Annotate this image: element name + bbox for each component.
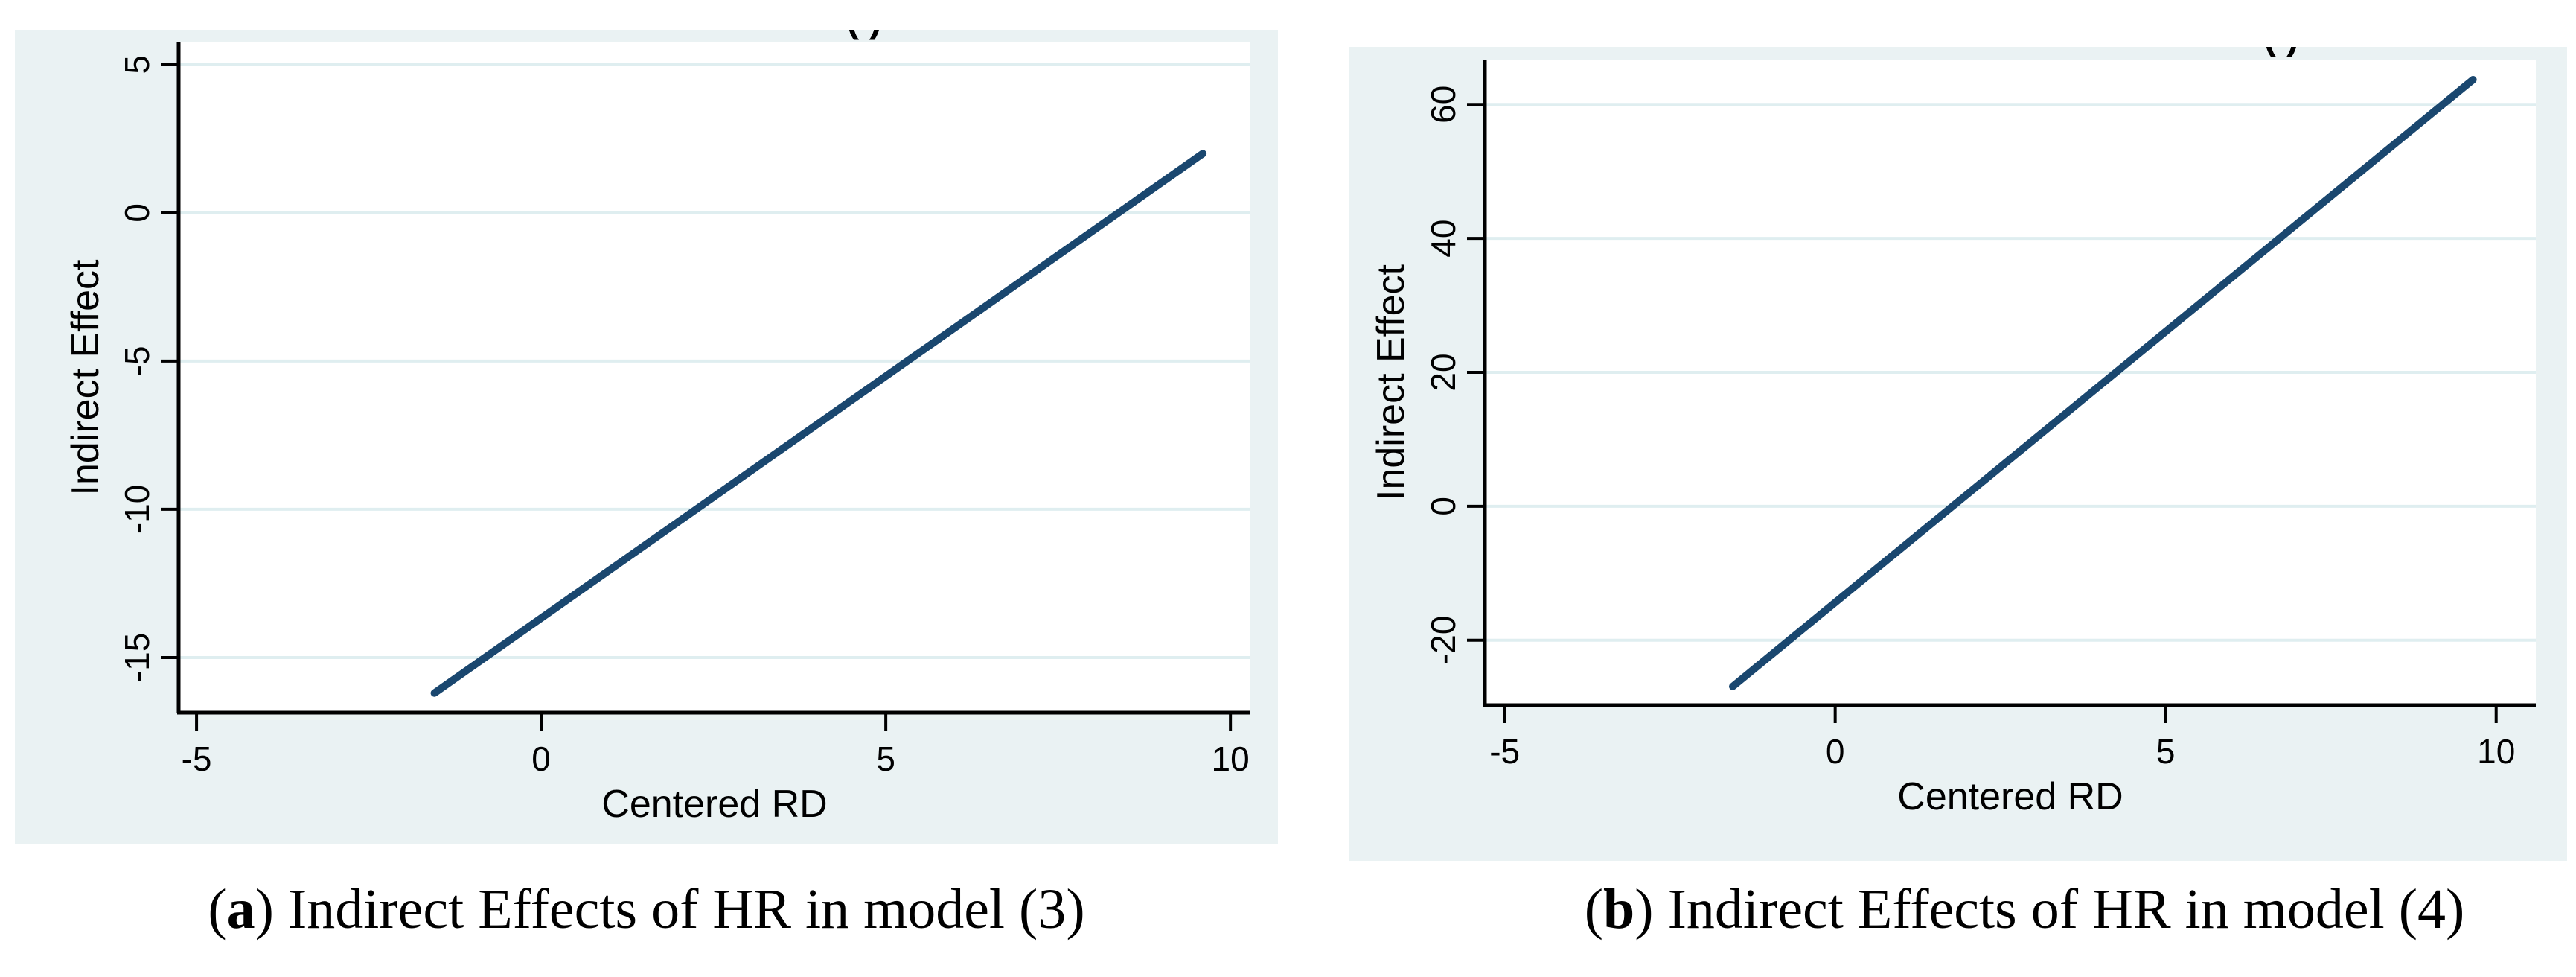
plot-area [179,42,1250,713]
chart-panel-b: 60 40 20 0 -20 -5 0 5 10 Indirect Effect Centered … [1349,47,2567,861]
caption-a-open: ( [208,878,227,941]
y-axis-title: Indirect Effect [1370,264,1413,500]
caption-a-letter: a [226,878,255,941]
y-tick-label: 20 [1424,353,1463,391]
y-tick-label: 0 [118,203,156,223]
x-tick-label: -5 [182,739,212,778]
caption-b: (b) Indirect Effects of HR in model (4) [1414,877,2576,942]
line-chart-a: 5 0 -5 -10 -15 -5 0 5 10 Indirect Effect Centered … [15,30,1278,844]
y-tick-label: 0 [1424,497,1463,516]
x-tick-label: 10 [2477,732,2515,771]
x-tick-label: 10 [1212,739,1250,778]
y-tick-label: 5 [118,55,156,74]
y-tick-label: -15 [118,633,156,682]
clipped-title-fragment: ( ) [846,30,881,40]
indirect-effect-line [1729,75,2477,690]
y-tick-label: 40 [1424,220,1463,258]
x-axis-title: Centered RD [1897,775,2123,818]
x-tick-label: 5 [876,739,895,778]
y-tick-label: -20 [1424,616,1463,665]
indirect-effect-line [430,150,1207,697]
y-axis-title: Indirect Effect [64,259,107,496]
x-tick-label: 0 [531,739,551,778]
caption-a-text: ) Indirect Effects of HR in model (3) [255,878,1085,941]
y-tick-label: 60 [1424,86,1463,124]
caption-a: (a) Indirect Effects of HR in model (3) [15,877,1278,942]
clipped-title-fragment: ( ) [2263,47,2298,57]
caption-b-text: ) Indirect Effects of HR in model (4) [1634,878,2465,941]
x-axis-title: Centered RD [601,783,827,826]
caption-b-open: ( [1584,878,1603,941]
caption-b-letter: b [1603,878,1635,941]
line-chart-b: 60 40 20 0 -20 -5 0 5 10 Indirect Effect Centered … [1349,47,2567,861]
x-tick-label: 0 [1826,732,1845,771]
y-tick-label: -10 [118,485,156,534]
chart-panel-a: 5 0 -5 -10 -15 -5 0 5 10 Indirect Effect Centered … [15,30,1278,844]
x-tick-label: 5 [2156,732,2176,771]
x-tick-label: -5 [1489,732,1520,771]
y-tick-label: -5 [118,346,156,376]
